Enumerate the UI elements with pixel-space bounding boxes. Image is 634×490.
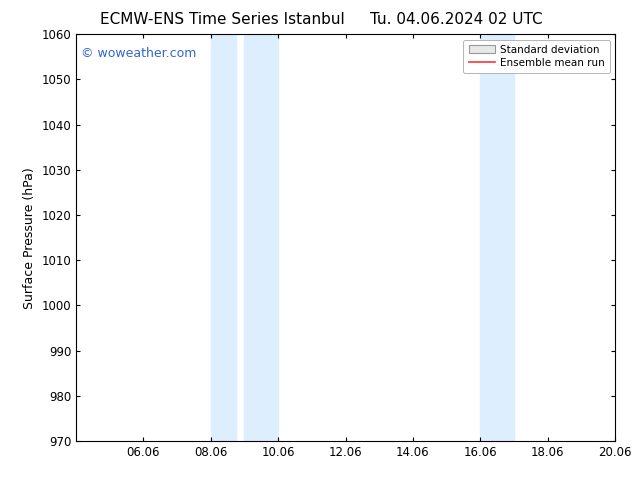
Text: © woweather.com: © woweather.com: [81, 47, 197, 59]
Bar: [210, 34, 236, 441]
Y-axis label: Surface Pressure (hPa): Surface Pressure (hPa): [23, 167, 36, 309]
Legend: Standard deviation, Ensemble mean run: Standard deviation, Ensemble mean run: [463, 40, 610, 73]
Bar: [480, 34, 497, 441]
Text: ECMW-ENS Time Series Istanbul: ECMW-ENS Time Series Istanbul: [100, 12, 344, 27]
Bar: [497, 34, 514, 441]
Text: Tu. 04.06.2024 02 UTC: Tu. 04.06.2024 02 UTC: [370, 12, 543, 27]
Bar: [245, 34, 278, 441]
